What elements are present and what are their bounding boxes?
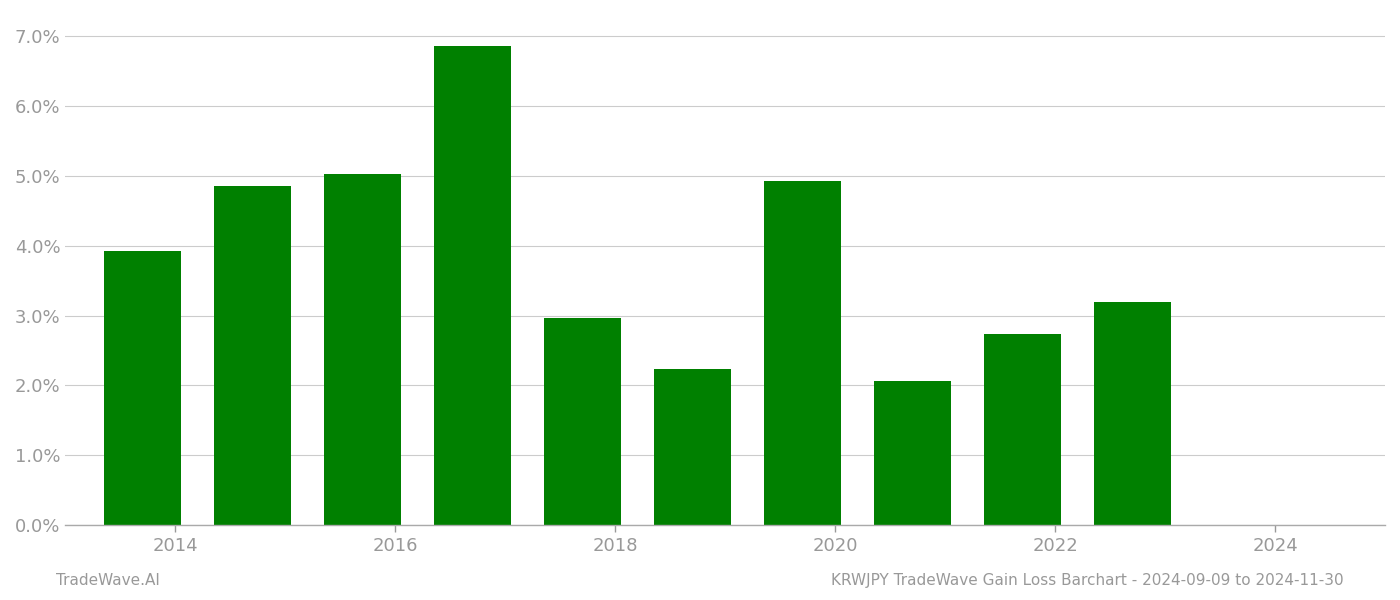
- Bar: [764, 181, 841, 525]
- Bar: [543, 317, 620, 525]
- Bar: [323, 175, 400, 525]
- Bar: [874, 381, 951, 525]
- Bar: [984, 334, 1061, 525]
- Bar: [104, 251, 181, 525]
- Bar: [654, 370, 731, 525]
- Bar: [434, 46, 511, 525]
- Bar: [1093, 302, 1170, 525]
- Text: KRWJPY TradeWave Gain Loss Barchart - 2024-09-09 to 2024-11-30: KRWJPY TradeWave Gain Loss Barchart - 20…: [832, 573, 1344, 588]
- Bar: [214, 185, 291, 525]
- Text: TradeWave.AI: TradeWave.AI: [56, 573, 160, 588]
